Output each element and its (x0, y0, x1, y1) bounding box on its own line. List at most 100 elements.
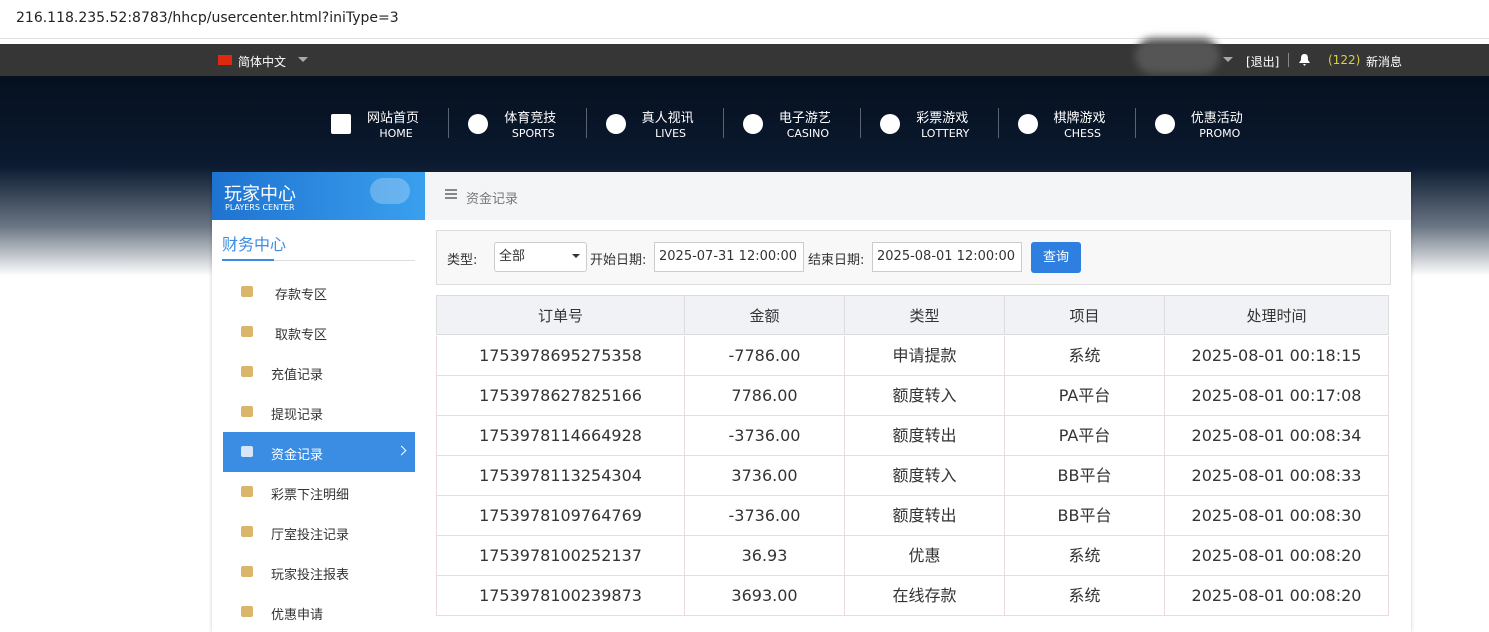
menu-item[interactable]: 资金记录 (223, 432, 415, 472)
language[interactable]: 简体中文 (238, 55, 287, 69)
flag (218, 55, 232, 65)
nav-sublabel: CHESS (1064, 127, 1101, 140)
nav-label: 彩票游戏 (916, 111, 969, 126)
table-cell: PA平台 (1005, 416, 1165, 456)
table-header: 金额 (685, 295, 845, 335)
end-label: 结束日期: (808, 253, 865, 268)
breadcrumb-bar: 资金记录 (425, 172, 1411, 220)
start-date-input[interactable]: 2025-07-31 12:00:00 (654, 242, 804, 272)
nav-separator (722, 108, 724, 138)
nav-icon (1154, 114, 1175, 134)
nav-item[interactable]: 棋牌游戏 CHESS (1012, 104, 1149, 148)
table-cell: 额度转出 (845, 496, 1005, 536)
nav-separator (860, 108, 862, 138)
menu-item[interactable]: 玩家投注报表 (223, 552, 415, 592)
sidebar-header: 玩家中心 PLAYERS CENTER (212, 172, 425, 220)
menu-icon (241, 606, 253, 617)
nav-sublabel: SPORTS (511, 127, 555, 140)
nav-label: 优惠活动 (1190, 111, 1243, 126)
table-header: 处理时间 (1165, 295, 1389, 335)
end-date-input[interactable]: 2025-08-01 12:00:00 (872, 242, 1022, 272)
menu-label: 存款专区 (275, 288, 328, 303)
menu-icon (241, 286, 253, 297)
nav-icon (742, 114, 763, 134)
query-button[interactable]: 查询 (1031, 242, 1081, 273)
nav-item[interactable]: 彩票游戏 LOTTERY (874, 104, 1011, 148)
sidebar-subtitle: PLAYERS CENTER (225, 203, 295, 212)
menu-item[interactable]: 取款专区 (223, 312, 415, 352)
table-cell: 2025-08-01 00:17:08 (1165, 376, 1389, 416)
menu-icon (241, 446, 253, 457)
table-cell: 申请提款 (845, 336, 1005, 376)
type-select[interactable]: 全部 (494, 242, 587, 272)
table-cell: 1753978100252137 (436, 536, 685, 576)
nav-item[interactable]: 优惠活动 PROMO (1149, 104, 1286, 148)
nav-item[interactable]: 电子游艺 CASINO (737, 104, 874, 148)
menu-item[interactable]: 提现记录 (223, 392, 415, 432)
nav-icon (880, 114, 901, 134)
nav-label: 体育竞技 (504, 111, 557, 126)
nav-sublabel: LIVES (655, 127, 687, 140)
nav-sublabel: HOME (379, 127, 413, 140)
messages[interactable]: 新消息 (1366, 55, 1403, 69)
logout[interactable]: [退出] (1246, 55, 1280, 69)
table-cell: 额度转入 (845, 376, 1005, 416)
chevron (396, 445, 407, 456)
table-cell: 2025-08-01 00:08:33 (1165, 456, 1389, 496)
menu-icon (241, 526, 253, 537)
table-cell: 36.93 (685, 536, 845, 576)
nav-item[interactable]: 体育竞技 SPORTS (462, 104, 599, 148)
start-label: 开始日期: (590, 253, 647, 268)
table-cell: 2025-08-01 00:08:20 (1165, 576, 1389, 616)
table-header: 项目 (1005, 295, 1165, 335)
menu-item[interactable]: 优惠申请 (223, 592, 415, 632)
menu-icon (241, 566, 253, 577)
table-cell: 2025-08-01 00:08:20 (1165, 536, 1389, 576)
menu-item[interactable]: 存款专区 (223, 272, 415, 312)
table-cell: 3736.00 (685, 456, 845, 496)
table-cell: 3693.00 (685, 576, 845, 616)
table-header: 类型 (845, 295, 1005, 335)
table-cell: 1753978114664928 (436, 416, 685, 456)
dropdown-arrow (1223, 57, 1233, 67)
table-cell: 1753978627825166 (436, 376, 685, 416)
dropdown-arrow (298, 57, 308, 67)
table-cell: PA平台 (1005, 376, 1165, 416)
sidebar-title: 玩家中心 (224, 184, 296, 205)
nav-item[interactable]: 真人视讯 LIVES (600, 104, 737, 148)
menu-item[interactable]: 彩票下注明细 (223, 472, 415, 512)
nav-sublabel: PROMO (1199, 127, 1241, 140)
nav-label: 电子游艺 (778, 111, 831, 126)
table-cell: BB平台 (1005, 496, 1165, 536)
menu-icon (241, 366, 253, 377)
menu-icon (241, 406, 253, 417)
nav-separator (997, 108, 999, 138)
address-bar[interactable]: 216.118.235.52:8783/hhcp/usercenter.html… (0, 0, 1489, 39)
menu-icon (241, 326, 253, 337)
message-count[interactable]: (122) (1328, 53, 1361, 67)
table-cell: 额度转入 (845, 456, 1005, 496)
nav-icon (605, 114, 626, 134)
table-cell: 1753978113254304 (436, 456, 685, 496)
type-label: 类型: (447, 253, 478, 268)
menu-item[interactable]: 厅室投注记录 (223, 512, 415, 552)
table-cell: -7786.00 (685, 336, 845, 376)
filter-bar: 类型: 全部 开始日期: 2025-07-31 12:00:00 结束日期: 2… (436, 230, 1391, 285)
nav-sublabel: CASINO (786, 127, 830, 140)
nav-sublabel: LOTTERY (921, 127, 970, 140)
url[interactable]: 216.118.235.52:8783/hhcp/usercenter.html… (16, 10, 399, 26)
menu-item[interactable]: 充值记录 (223, 352, 415, 392)
menu-label: 优惠申请 (271, 608, 324, 623)
nav-separator (1134, 108, 1136, 138)
menu-label: 充值记录 (271, 368, 324, 383)
nav-icon (1017, 114, 1038, 134)
menu-label: 资金记录 (271, 448, 324, 463)
divider (222, 260, 415, 261)
menu-label: 彩票下注明细 (271, 488, 350, 503)
table-cell: 系统 (1005, 576, 1165, 616)
nav-item[interactable]: 网站首页 HOME (325, 104, 462, 148)
start-date: 2025-07-31 12:00:00 (659, 249, 798, 264)
bell-icon[interactable] (1298, 53, 1311, 67)
menu-icon (241, 486, 253, 497)
